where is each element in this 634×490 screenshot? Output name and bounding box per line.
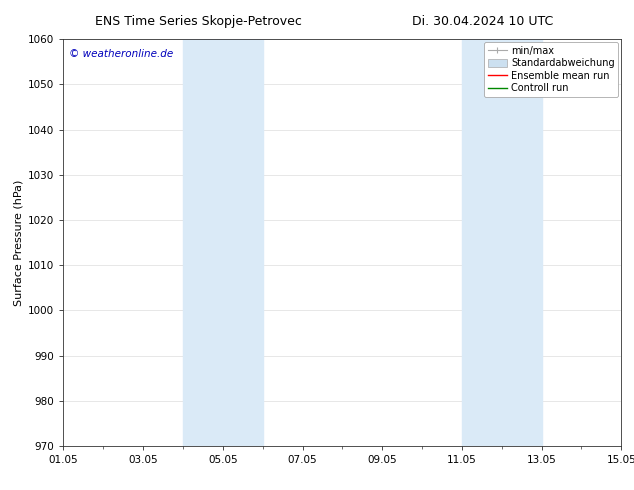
- Y-axis label: Surface Pressure (hPa): Surface Pressure (hPa): [14, 179, 24, 306]
- Legend: min/max, Standardabweichung, Ensemble mean run, Controll run: min/max, Standardabweichung, Ensemble me…: [484, 42, 618, 97]
- Bar: [183, 39, 262, 446]
- Text: Di. 30.04.2024 10 UTC: Di. 30.04.2024 10 UTC: [412, 15, 553, 28]
- Text: © weatheronline.de: © weatheronline.de: [69, 49, 173, 59]
- Text: ENS Time Series Skopje-Petrovec: ENS Time Series Skopje-Petrovec: [95, 15, 302, 28]
- Bar: [462, 39, 541, 446]
